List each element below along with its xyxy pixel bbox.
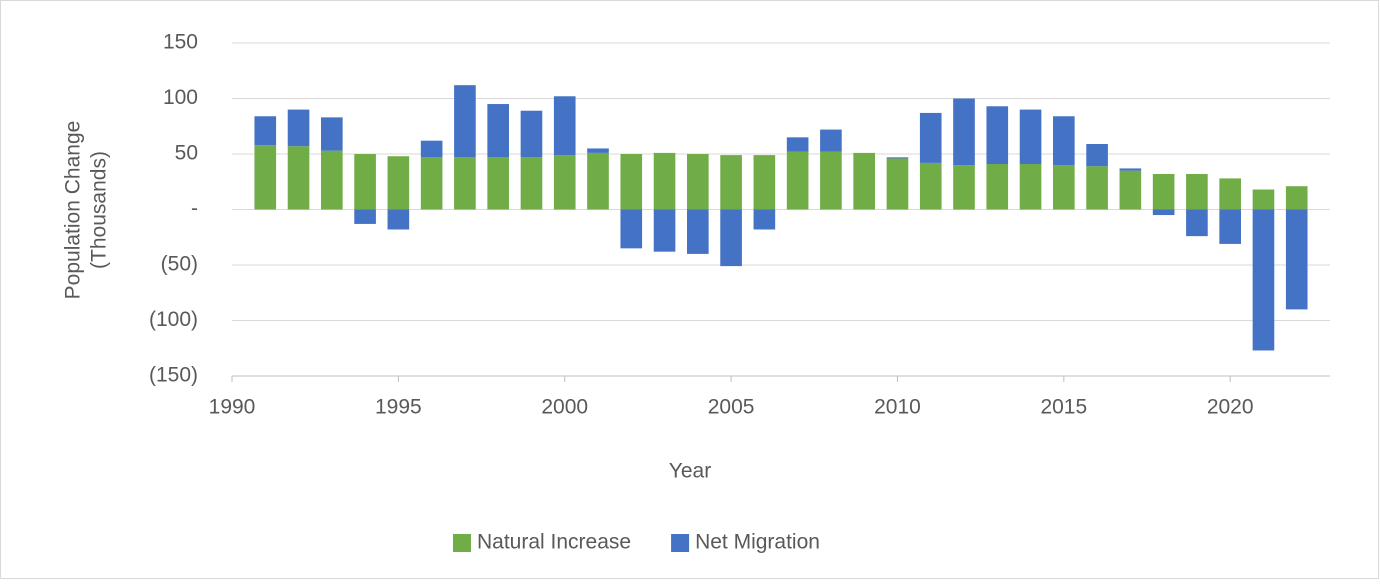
bar <box>487 157 509 210</box>
bar <box>820 129 842 152</box>
bar <box>354 154 376 210</box>
x-tick-label: 1990 <box>209 396 256 419</box>
bar <box>986 163 1009 210</box>
bar <box>1152 209 1175 216</box>
bar <box>254 145 277 210</box>
bar <box>1019 109 1042 164</box>
x-tick-label: 2000 <box>541 396 588 419</box>
bar <box>953 98 975 166</box>
bar <box>620 154 643 210</box>
bar <box>553 96 576 156</box>
bar <box>1252 189 1275 210</box>
x-tick-label: 2020 <box>1207 396 1254 419</box>
bar <box>786 151 809 210</box>
bar <box>454 157 476 210</box>
bar <box>1086 166 1108 210</box>
bar <box>420 157 443 210</box>
bar <box>454 85 476 158</box>
bar <box>1285 186 1308 210</box>
bar <box>1186 173 1208 210</box>
bar <box>287 146 310 210</box>
x-tick-label: 1995 <box>375 396 422 419</box>
bar <box>753 155 776 210</box>
bar <box>254 116 277 146</box>
bar <box>620 209 643 249</box>
bar <box>919 162 942 210</box>
bar <box>1219 209 1241 244</box>
bar <box>720 155 742 210</box>
bar <box>753 209 776 230</box>
bar <box>321 117 343 151</box>
bar <box>1053 165 1075 210</box>
bar <box>853 152 875 210</box>
bar <box>287 109 310 147</box>
y-tick-label: - <box>191 197 198 220</box>
y-tick-label: 100 <box>163 86 198 109</box>
bar <box>1053 116 1075 166</box>
bar <box>886 158 909 210</box>
bar <box>919 112 942 163</box>
bar <box>886 157 909 159</box>
bar <box>1219 178 1241 210</box>
bar <box>321 150 343 210</box>
y-tick-label: (150) <box>149 364 198 387</box>
bar <box>1152 173 1175 210</box>
y-tick-label: 150 <box>163 31 198 54</box>
bar <box>1119 168 1142 171</box>
bar <box>354 209 376 224</box>
bar <box>387 209 410 230</box>
bar <box>420 140 443 158</box>
y-tick-label: (100) <box>149 308 198 331</box>
bar <box>820 151 842 210</box>
x-axis-title: Year <box>669 460 711 483</box>
x-tick-label: 2010 <box>874 396 921 419</box>
bar <box>687 154 709 210</box>
bar <box>1119 170 1142 210</box>
bar <box>520 157 543 210</box>
bar <box>1252 209 1275 351</box>
bar <box>587 148 609 153</box>
legend-swatch <box>453 534 471 552</box>
bar <box>587 152 609 210</box>
bar <box>953 165 975 210</box>
x-tick-label: 2005 <box>708 396 755 419</box>
bar <box>653 152 676 210</box>
bar <box>1285 209 1308 310</box>
bar <box>1086 144 1108 167</box>
bar <box>520 110 543 158</box>
bar <box>553 155 576 210</box>
legend-swatch <box>671 534 690 552</box>
bar <box>487 104 509 158</box>
y-axis-title: Population Change <box>62 121 85 300</box>
legend-label: Natural Increase <box>477 531 631 554</box>
bar <box>786 137 809 152</box>
bar <box>1186 209 1208 237</box>
bar <box>1019 163 1042 210</box>
bar <box>387 156 410 210</box>
y-axis-title: (Thousands) <box>88 151 111 269</box>
bar <box>653 209 676 252</box>
bar <box>986 106 1009 164</box>
x-tick-label: 2015 <box>1040 396 1087 419</box>
legend-label: Net Migration <box>695 531 820 554</box>
bar <box>687 209 709 254</box>
y-tick-label: 50 <box>175 142 198 165</box>
bar <box>720 209 742 267</box>
y-tick-label: (50) <box>161 253 198 276</box>
